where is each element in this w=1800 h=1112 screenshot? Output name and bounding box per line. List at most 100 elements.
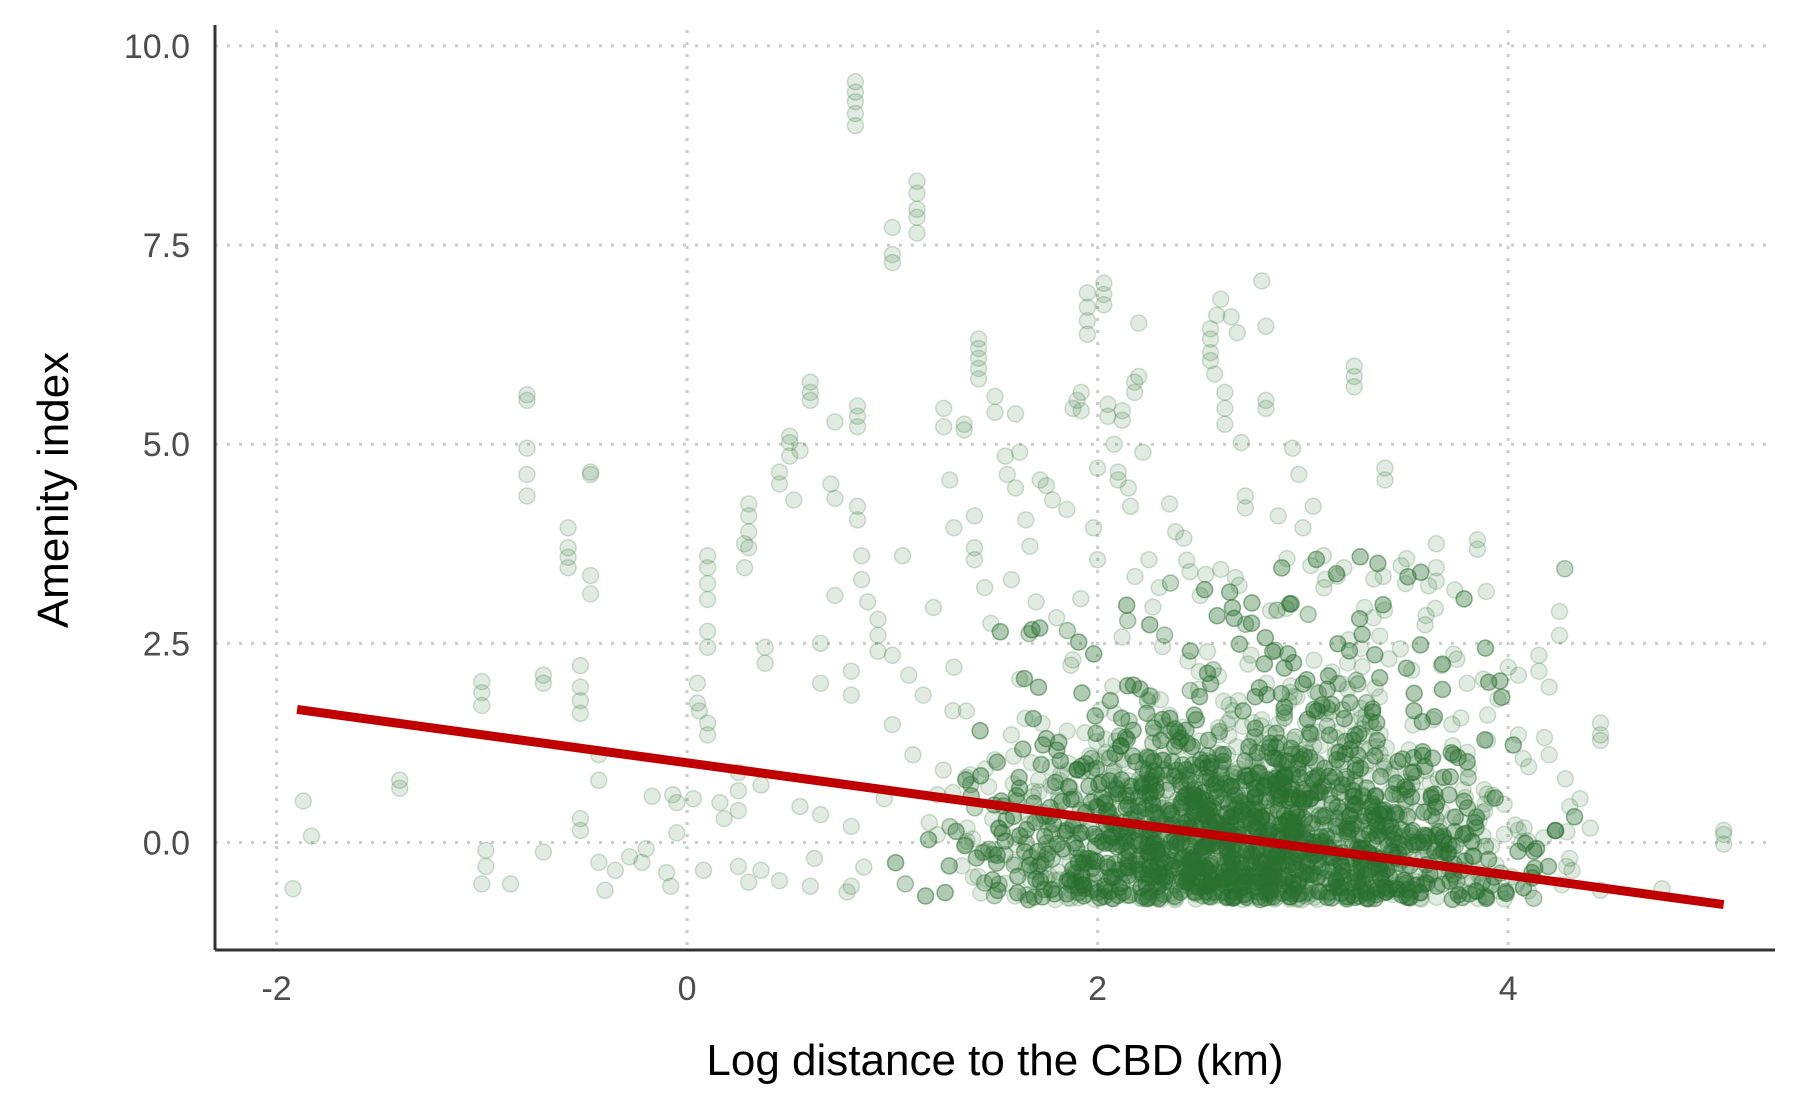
scatter-point (1361, 860, 1380, 879)
scatter-point (1329, 810, 1347, 828)
scatter-point (1257, 674, 1276, 692)
scatter-point (1344, 815, 1363, 833)
scatter-point (1207, 813, 1225, 832)
scatter-point (1204, 776, 1223, 794)
scatter-point (1183, 808, 1201, 827)
scatter-point (1275, 775, 1293, 794)
scatter-point (1456, 788, 1475, 807)
scatter-point (698, 714, 717, 732)
scatter-point (1192, 838, 1211, 857)
scatter-point (1080, 872, 1099, 891)
scatter-point (1014, 740, 1032, 758)
scatter-point (1165, 767, 1184, 785)
scatter-point (1495, 825, 1514, 844)
scatter-point (1230, 635, 1249, 653)
scatter-point (1125, 831, 1144, 850)
scatter-point (1321, 875, 1340, 893)
scatter-point (1233, 859, 1252, 878)
scatter-point (908, 224, 926, 242)
scatter-point (1303, 884, 1322, 903)
scatter-point (1213, 860, 1231, 878)
scatter-point (1134, 764, 1152, 783)
scatter-point (1072, 824, 1090, 842)
scatter-point (1539, 857, 1558, 876)
scatter-point (1229, 810, 1247, 828)
scatter-point (900, 666, 918, 684)
scatter-point (1426, 842, 1444, 860)
scatter-point (1144, 796, 1162, 814)
scatter-point (1002, 570, 1021, 589)
scatter-point (1257, 799, 1276, 818)
scatter-point (698, 622, 717, 641)
scatter-point (1466, 814, 1484, 832)
scatter-point (1173, 718, 1192, 737)
scatter-point (1550, 626, 1569, 645)
scatter-point (1137, 751, 1156, 769)
scatter-point (1148, 840, 1166, 859)
scatter-point (1058, 885, 1076, 903)
scatter-point (1061, 779, 1080, 798)
scatter-point (1368, 731, 1386, 750)
scatter-point (1203, 770, 1222, 789)
scatter-point (1103, 677, 1122, 696)
scatter-point (1393, 875, 1412, 894)
scatter-point (1469, 889, 1487, 908)
scatter-point (1072, 589, 1090, 608)
scatter-point (1280, 595, 1299, 613)
x-tick-label: -2 (261, 970, 291, 1008)
scatter-point (947, 822, 965, 841)
scatter-point (1374, 567, 1392, 586)
x-tick-label: 2 (1088, 970, 1107, 1008)
scatter-point (1243, 713, 1262, 732)
scatter-point (1333, 752, 1352, 771)
scatter-point (1045, 871, 1064, 890)
scatter-point (1443, 836, 1461, 854)
scatter-point (1275, 659, 1294, 677)
scatter-point (1072, 383, 1090, 402)
scatter-point (1200, 764, 1219, 782)
scatter-point (1190, 687, 1209, 706)
scatter-point (1327, 873, 1346, 892)
scatter-point (1427, 888, 1446, 907)
scatter-point (1451, 813, 1470, 831)
scatter-point (1347, 858, 1366, 877)
scatter-point (1242, 814, 1260, 833)
scatter-point (1269, 781, 1287, 800)
scatter-point (1371, 824, 1389, 843)
scatter-point (1294, 675, 1312, 693)
scatter-point (770, 463, 789, 481)
scatter-point (1234, 874, 1252, 892)
scatter-point (1100, 834, 1118, 852)
scatter-point (1298, 859, 1316, 878)
scatter-point (1284, 874, 1302, 892)
scatter-point (1253, 853, 1272, 871)
scatter-point (1032, 755, 1051, 774)
scatter-point (1212, 290, 1230, 308)
scatter-point (1011, 826, 1029, 845)
scatter-point (1189, 863, 1208, 882)
scatter-point (958, 832, 976, 851)
scatter-point (1200, 799, 1218, 818)
scatter-point (1140, 615, 1159, 634)
scatter-point (1308, 784, 1327, 802)
scatter-point (1294, 886, 1312, 905)
scatter-point (883, 715, 902, 734)
scatter-point (969, 359, 988, 378)
scatter-point (1111, 737, 1130, 755)
scatter-point (1371, 767, 1390, 786)
scatter-point (1426, 785, 1444, 804)
scatter-point (1395, 871, 1413, 889)
scatter-point (1430, 819, 1449, 837)
scatter-point (1371, 725, 1389, 743)
grid-lines (215, 30, 1775, 950)
scatter-point (1225, 888, 1243, 907)
scatter-point (1214, 752, 1232, 771)
scatter-point (1069, 854, 1088, 872)
scatter-point (1434, 768, 1453, 787)
scatter-point (1124, 747, 1142, 765)
scatter-point (1357, 779, 1376, 797)
scatter-point (1182, 797, 1200, 815)
scatter-point (1237, 864, 1256, 883)
scatter-point (1099, 858, 1117, 876)
scatter-point (1322, 829, 1340, 847)
